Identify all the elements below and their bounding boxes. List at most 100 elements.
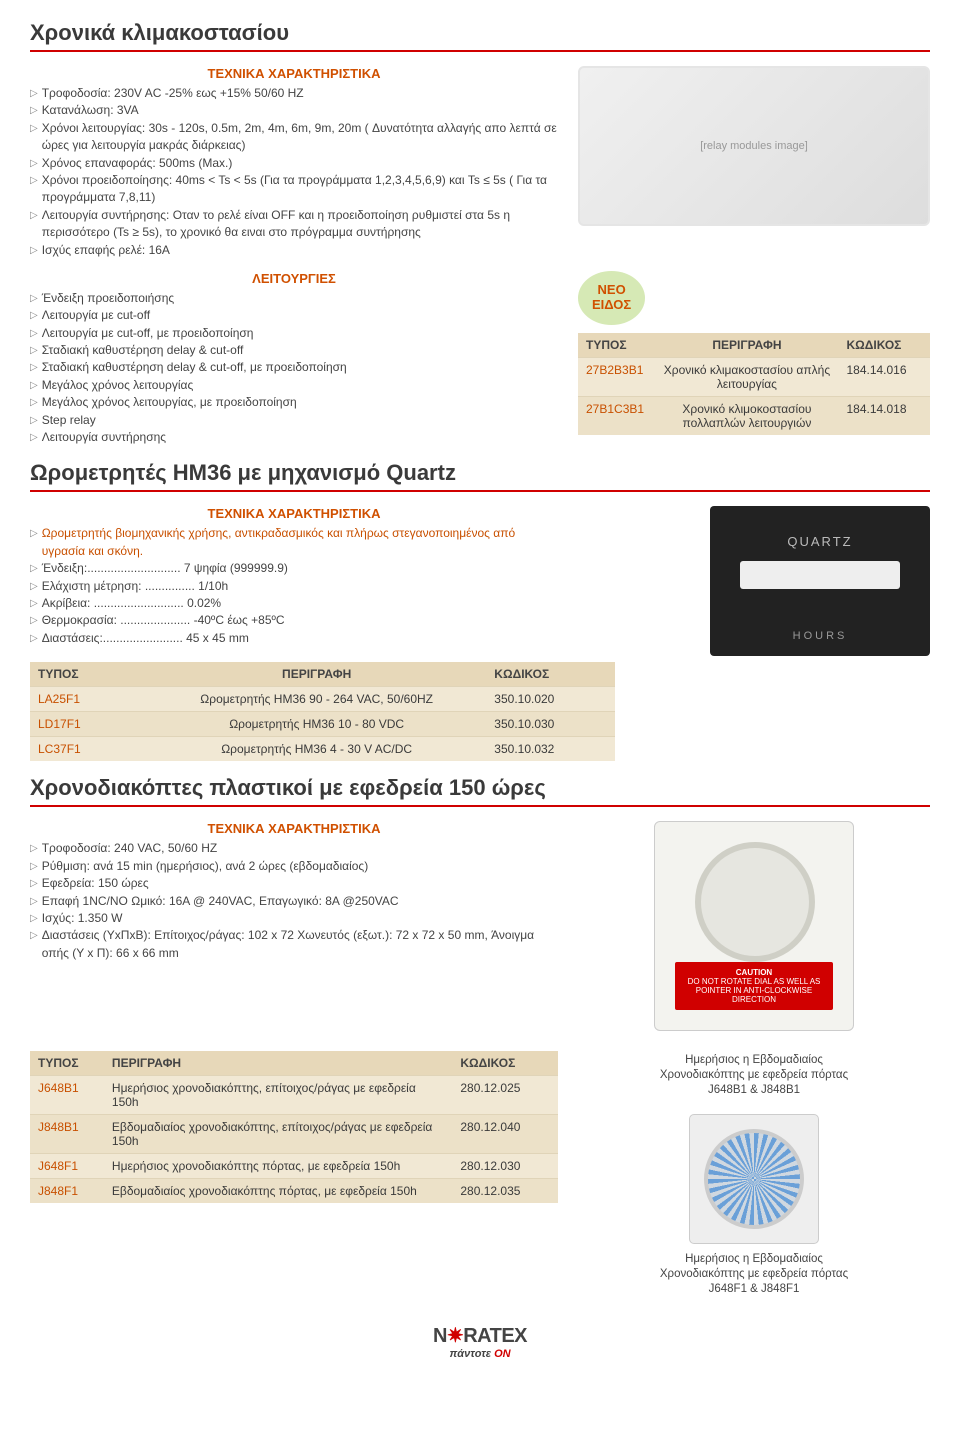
cell-type: 27B2B3B1 <box>578 358 655 396</box>
new-badge: ΝΕΟ ΕΙΔΟΣ <box>578 271 645 325</box>
footer-logo: N✷RATEX πάντοτε ON <box>30 1323 930 1360</box>
cell-code: 350.10.030 <box>486 712 615 736</box>
spec-item: ▷Διαστάσεις:........................ 45 … <box>30 630 558 647</box>
spec-item: ▷Χρόνοι λειτουργίας: 30s - 120s, 0.5m, 2… <box>30 120 558 155</box>
spec-item: ▷Λειτουργία με cut-off <box>30 307 558 324</box>
divider <box>30 805 930 807</box>
spec-item: ▷Εφεδρεία: 150 ώρες <box>30 875 558 892</box>
spec-item: ▷Ελάχιστη μέτρηση: ............... 1/10h <box>30 578 558 595</box>
cell-desc: Ημερήσιος χρονοδιακόπτης, επίτοιχος/ράγα… <box>104 1076 452 1114</box>
cell-desc: Εβδομαδιαίος χρονοδιακόπτης, επίτοιχος/ρ… <box>104 1115 452 1153</box>
spec-item: ▷Μεγάλος χρόνος λειτουργίας, με προειδοπ… <box>30 394 558 411</box>
caption-bottom: Ημερήσιος η Εβδομαδιαίος Χρονοδιακόπτης … <box>578 1252 930 1297</box>
spec-list: ▷Τροφοδοσία: 230V AC -25% εως +15% 50/60… <box>30 85 558 259</box>
spec-item: ▷Χρόνος επαναφοράς: 500ms (Max.) <box>30 155 558 172</box>
table-section3: ΤΥΠΟΣ ΠΕΡΙΓΡΑΦΗ ΚΩΔΙΚΟΣ J648B1Ημερήσιος … <box>30 1051 558 1203</box>
th-type: ΤΥΠΟΣ <box>578 333 655 357</box>
tech-heading: ΤΕΧΝΙΚΑ ΧΑΡΑΚΤΗΡΙΣΤΙΚΑ <box>30 821 558 836</box>
star-icon: ✷ <box>447 1325 463 1347</box>
spec-item: ▷Ρύθμιση: ανά 15 min (ημερήσιος), ανά 2 … <box>30 858 558 875</box>
section-timeswitches: Χρονοδιακόπτες πλαστικοί με εφεδρεία 150… <box>30 775 930 1297</box>
cell-type: 27B1C3B1 <box>578 397 655 435</box>
spec-list: ▷Τροφοδοσία: 240 VAC, 50/60 HZ▷Ρύθμιση: … <box>30 840 558 962</box>
cell-type: LA25F1 <box>30 687 147 711</box>
table-row: LC37F1Ωρομετρητής HM36 4 - 30 V AC/DC350… <box>30 736 615 761</box>
divider <box>30 50 930 52</box>
spec-list: ▷Ένδειξη:............................ 7 … <box>30 560 558 647</box>
th-type: ΤΥΠΟΣ <box>30 1051 104 1075</box>
spec-item: ▷Ένδειξη:............................ 7 … <box>30 560 558 577</box>
cell-type: J648F1 <box>30 1154 104 1178</box>
cell-desc: Χρονικό κλιμοκοστασίου πολλαπλών λειτουρ… <box>655 397 838 435</box>
spec-item: ▷Σταδιακή καθυστέρηση delay & cut-off, μ… <box>30 359 558 376</box>
tech-heading: ΤΕΧΝΙΚΑ ΧΑΡΑΚΤΗΡΙΣΤΙΚΑ <box>30 506 558 521</box>
cell-code: 280.12.025 <box>452 1076 558 1114</box>
cell-desc: Ημερήσιος χρονοδιακόπτης πόρτας, με εφεδ… <box>104 1154 452 1178</box>
cell-code: 280.12.040 <box>452 1115 558 1153</box>
cell-code: 280.12.030 <box>452 1154 558 1178</box>
spec-item: ▷Χρόνοι προειδοποίησης: 40ms < Ts < 5s (… <box>30 172 558 207</box>
th-code: ΚΩΔΙΚΟΣ <box>838 333 930 357</box>
cell-type: LD17F1 <box>30 712 147 736</box>
spec-item: ▷Διαστάσεις (ΥxΠxΒ): Επίτοιχος/ράγας: 10… <box>30 927 558 962</box>
th-desc: ΠΕΡΙΓΡΑΦΗ <box>655 333 838 357</box>
th-desc: ΠΕΡΙΓΡΑΦΗ <box>147 662 486 686</box>
func-heading: ΛΕΙΤΟΥΡΓΙΕΣ <box>30 271 558 286</box>
spec-item: ▷Ακρίβεια: ........................... 0… <box>30 595 558 612</box>
brand-post: RATEX <box>463 1325 527 1347</box>
table-row: 27B1C3B1Χρονικό κλιμοκοστασίου πολλαπλών… <box>578 396 930 435</box>
table-row: J648B1Ημερήσιος χρονοδιακόπτης, επίτοιχο… <box>30 1075 558 1114</box>
hours-label: HOURS <box>710 630 930 642</box>
spec-item: ▷Step relay <box>30 412 558 429</box>
spec-item: ▷Κατανάλωση: 3VA <box>30 102 558 119</box>
cell-type: J848F1 <box>30 1179 104 1203</box>
cell-desc: Ωρομετρητής HM36 90 - 264 VAC, 50/60HZ <box>147 687 486 711</box>
timeswitch-image-door <box>689 1114 819 1244</box>
table-section2: ΤΥΠΟΣ ΠΕΡΙΓΡΑΦΗ ΚΩΔΙΚΟΣ LA25F1Ωρομετρητή… <box>30 662 615 761</box>
caption-top: Ημερήσιος η Εβδομαδιαίος Χρονοδιακόπτης … <box>578 1053 930 1098</box>
tag-on: ON <box>494 1348 511 1360</box>
product-image-relays: [relay modules image] <box>578 66 930 226</box>
spec-intro: ▷Ωρομετρητής βιομηχανικής χρήσης, αντικρ… <box>30 525 558 560</box>
timeswitch-image-wall: CAUTION DO NOT ROTATE DIAL AS WELL AS PO… <box>654 821 854 1031</box>
section1-title: Χρονικά κλιμακοστασίου <box>30 20 930 46</box>
table-row: 27B2B3B1Χρονικό κλιμακοστασίου απλής λει… <box>578 357 930 396</box>
table-section1: ΤΥΠΟΣ ΠΕΡΙΓΡΑΦΗ ΚΩΔΙΚΟΣ 27B2B3B1Χρονικό … <box>578 333 930 435</box>
divider <box>30 490 930 492</box>
section-hourmeters: Ωρομετρητές ΗΜ36 με μηχανισμό Quartz ΤΕΧ… <box>30 460 930 761</box>
cell-code: 184.14.016 <box>838 358 930 396</box>
table-row: LD17F1Ωρομετρητής HM36 10 - 80 VDC350.10… <box>30 711 615 736</box>
spec-item: ▷Επαφή 1NC/NO Ωμικό: 16A @ 240VAC, Επαγω… <box>30 893 558 910</box>
spec-item: ▷Θερμοκρασία: ..................... -40º… <box>30 612 558 629</box>
section-staircase-timers: Χρονικά κλιμακοστασίου ΤΕΧΝΙΚΑ ΧΑΡΑΚΤΗΡΙ… <box>30 20 930 446</box>
badge-line2: ΕΙΔΟΣ <box>592 297 631 312</box>
th-desc: ΠΕΡΙΓΡΑΦΗ <box>104 1051 452 1075</box>
cell-code: 280.12.035 <box>452 1179 558 1203</box>
functions-list: ▷Ένδειξη προειδοποιήσης▷Λειτουργία με cu… <box>30 290 558 447</box>
cell-type: J848B1 <box>30 1115 104 1153</box>
brand-pre: N <box>433 1325 447 1347</box>
table-row: J848F1Εβδομαδιαίος χρονοδιακόπτης πόρτας… <box>30 1178 558 1203</box>
cell-type: J648B1 <box>30 1076 104 1114</box>
cell-desc: Ωρομετρητής HM36 4 - 30 V AC/DC <box>147 737 486 761</box>
cell-code: 350.10.032 <box>486 737 615 761</box>
spec-item: ▷Λειτουργία συντήρησης: Οταν το ρελέ είν… <box>30 207 558 242</box>
table-row: LA25F1Ωρομετρητής HM36 90 - 264 VAC, 50/… <box>30 686 615 711</box>
cell-code: 350.10.020 <box>486 687 615 711</box>
tech-heading: ΤΕΧΝΙΚΑ ΧΑΡΑΚΤΗΡΙΣΤΙΚΑ <box>30 66 558 81</box>
th-code: ΚΩΔΙΚΟΣ <box>452 1051 558 1075</box>
cell-type: LC37F1 <box>30 737 147 761</box>
tag-pre: πάντοτε <box>449 1348 494 1360</box>
spec-item: ▷Λειτουργία με cut-off, με προειδοποίηση <box>30 325 558 342</box>
cell-desc: Χρονικό κλιμακοστασίου απλής λειτουργίας <box>655 358 838 396</box>
table-row: J648F1Ημερήσιος χρονοδιακόπτης πόρτας, μ… <box>30 1153 558 1178</box>
spec-item: ▷Ισχύς επαφής ρελέ: 16Α <box>30 242 558 259</box>
spec-item: ▷Τροφοδοσία: 230V AC -25% εως +15% 50/60… <box>30 85 558 102</box>
section2-title: Ωρομετρητές ΗΜ36 με μηχανισμό Quartz <box>30 460 930 486</box>
th-type: ΤΥΠΟΣ <box>30 662 147 686</box>
spec-item: ▷Σταδιακή καθυστέρηση delay & cut-off <box>30 342 558 359</box>
spec-item: ▷Ισχύς: 1.350 W <box>30 910 558 927</box>
cell-desc: Ωρομετρητής HM36 10 - 80 VDC <box>147 712 486 736</box>
table-row: J848B1Εβδομαδιαίος χρονοδιακόπτης, επίτο… <box>30 1114 558 1153</box>
caution-label: CAUTION DO NOT ROTATE DIAL AS WELL AS PO… <box>675 962 833 1010</box>
